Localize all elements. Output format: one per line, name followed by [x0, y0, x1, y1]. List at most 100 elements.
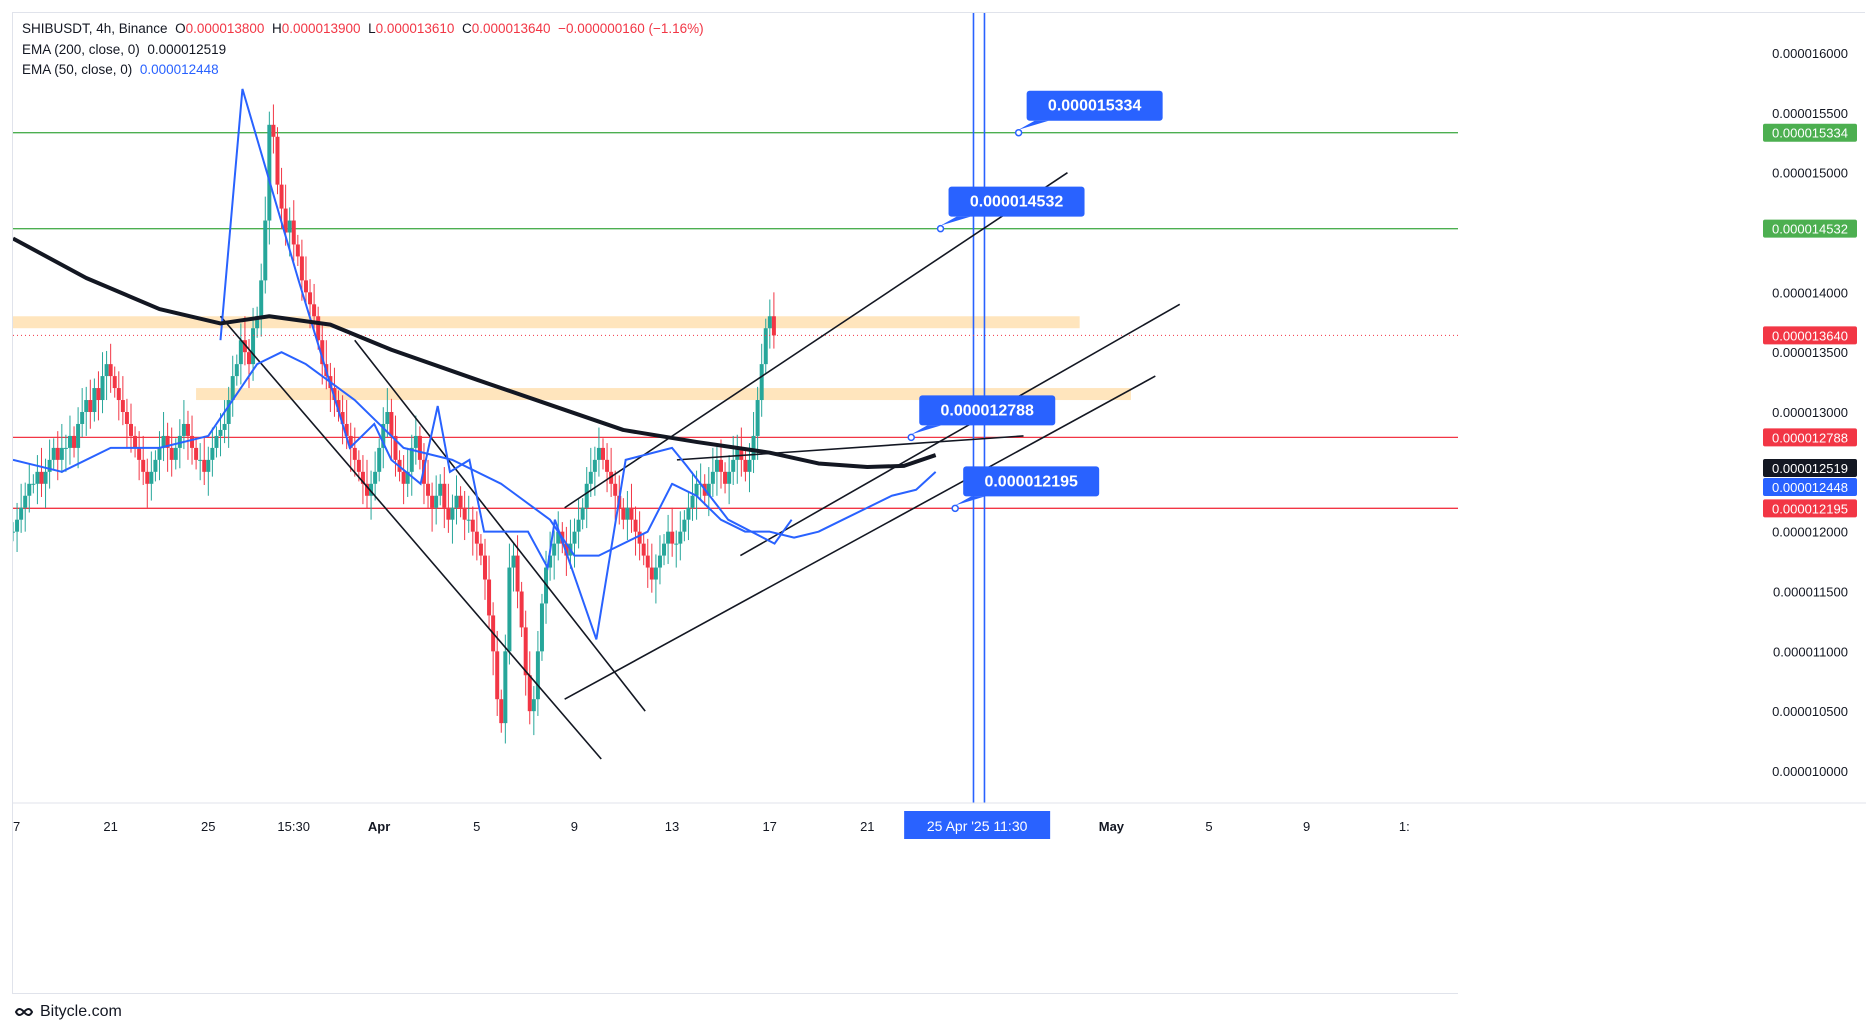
resistance-1-callout-text: 0.000014532	[970, 194, 1064, 211]
candle-body	[251, 328, 256, 365]
candle-body	[63, 447, 68, 449]
close-value: 0.000013640	[471, 21, 551, 36]
candle-body	[381, 423, 386, 448]
candle-body	[678, 531, 683, 544]
candle-body	[373, 471, 378, 484]
support-2-anchor	[951, 504, 959, 513]
resistance-2-axis-tag-text: 0.000015334	[1772, 126, 1848, 141]
candle-body	[19, 507, 24, 520]
candle-body	[242, 340, 247, 353]
ema200-axis-tag	[1763, 459, 1857, 477]
resistance-1-axis-tag	[1763, 219, 1857, 238]
ema50-value: 0.000012448	[139, 62, 219, 77]
candle-body	[173, 447, 178, 460]
candle-body	[226, 400, 231, 424]
open-value: 0.000013800	[185, 21, 265, 36]
trendline-3	[564, 172, 1068, 509]
candle-body	[255, 316, 260, 329]
candle-body	[430, 495, 435, 508]
candle-body	[763, 328, 768, 365]
candle-body	[275, 136, 280, 185]
price-tick-label: 0.000010000	[1772, 764, 1848, 779]
candle-body	[344, 423, 349, 436]
candle-body	[739, 447, 744, 460]
time-cursor-text: 25 Apr '25 11:30	[927, 818, 1028, 834]
candle-body	[169, 447, 174, 460]
candle-body	[535, 651, 540, 700]
candle-body	[605, 459, 610, 472]
candle-body	[495, 651, 500, 700]
high-value: 0.000013900	[281, 21, 361, 36]
candle-body	[312, 304, 317, 317]
time-tick-label: 21	[860, 819, 874, 834]
support-2-callout-box	[963, 466, 1100, 497]
candle-body	[72, 435, 77, 448]
price-tick-label: 0.000015000	[1772, 166, 1848, 181]
candle-body	[198, 459, 203, 461]
candle-body	[718, 459, 723, 472]
candle-body	[128, 423, 133, 436]
resistance-1-callout-tail	[940, 216, 971, 226]
support-1-callout-tail	[911, 425, 942, 435]
candle-body	[767, 316, 772, 329]
candle-body	[670, 531, 675, 544]
price-chart[interactable]: 0.000015334 0.000014532 0.000012788 0.00001…	[13, 13, 1866, 995]
candle-body	[15, 519, 20, 532]
candle-body	[470, 519, 475, 532]
candle-body	[161, 435, 166, 448]
trendline-4	[739, 303, 1181, 557]
candle-body	[35, 471, 40, 484]
candle-body	[238, 340, 243, 365]
candle-body	[714, 459, 719, 472]
price-tick-label: 0.000015500	[1772, 106, 1848, 121]
time-cursor-tag	[904, 811, 1051, 839]
candle-body	[88, 400, 93, 412]
candle-body	[446, 507, 451, 520]
candle-body	[662, 543, 667, 556]
candle-body	[27, 483, 32, 496]
candle-body	[153, 459, 158, 472]
candle-body	[649, 567, 654, 580]
candle-body	[222, 423, 227, 430]
candle-body	[426, 483, 431, 496]
price-tick-label: 0.000014000	[1772, 285, 1848, 300]
ema200-label: EMA (200, close, 0)	[22, 42, 140, 57]
candle-body	[246, 352, 251, 365]
time-tick-label: 25	[201, 819, 215, 834]
candle-body	[263, 220, 268, 281]
candle-body	[478, 543, 483, 556]
price-tick-label: 0.000010500	[1772, 704, 1848, 719]
support-2-callout-text: 0.000012195	[984, 473, 1078, 490]
candle-body	[466, 519, 471, 521]
trendline-2	[564, 375, 1156, 700]
candle-body	[59, 447, 64, 460]
support-2-axis-tag	[1763, 499, 1857, 518]
candle-body	[295, 244, 300, 257]
candle-body	[409, 447, 414, 472]
candle-body	[694, 483, 699, 496]
candle-body	[434, 495, 439, 508]
time-tick-label: May	[1099, 819, 1125, 834]
support-1-callout-box	[919, 395, 1056, 426]
ema50-line	[13, 351, 937, 557]
time-tick-label: 17	[762, 819, 776, 834]
candle-body	[450, 507, 455, 520]
candle-body	[348, 435, 353, 448]
candle-body	[364, 483, 369, 496]
change-value: −0.000000160 (−1.16%)	[558, 21, 704, 36]
trendline-5	[676, 435, 1024, 461]
candle-body	[690, 495, 695, 508]
ema200-value: 0.000012519	[147, 42, 227, 57]
candle-body	[31, 483, 36, 485]
candle-body	[401, 471, 406, 484]
brand-logo[interactable]: Bitycle.com	[14, 1003, 122, 1021]
candle-body	[413, 435, 418, 448]
candle-body	[356, 459, 361, 472]
candle-body	[352, 447, 357, 460]
candle-body	[682, 519, 687, 532]
last-price-axis-tag	[1763, 326, 1857, 345]
candle-body	[572, 531, 577, 544]
candle-body	[731, 459, 736, 472]
candle-body	[308, 292, 313, 305]
candle-body	[194, 447, 199, 460]
